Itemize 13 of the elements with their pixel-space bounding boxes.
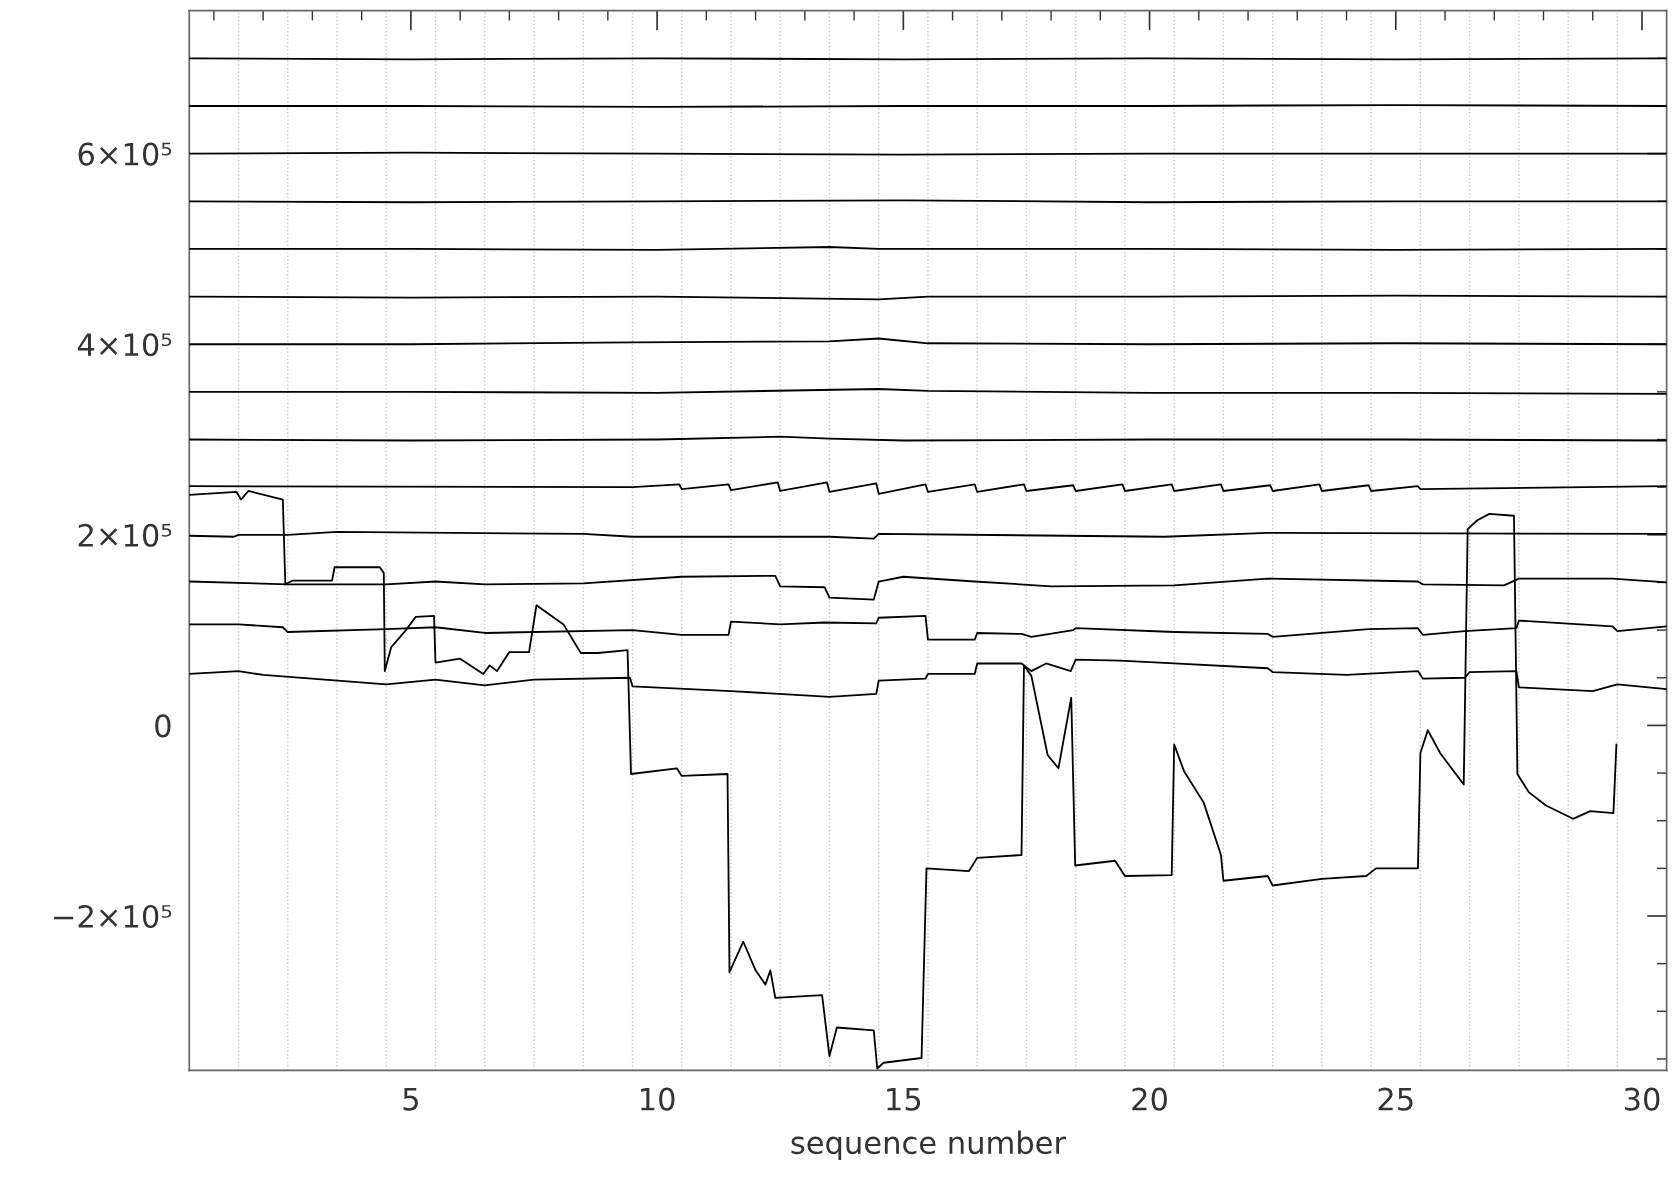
x-tick-label: 20 xyxy=(1132,1087,1167,1111)
line-series xyxy=(189,481,1667,495)
y-tick-label: 2×10⁵ xyxy=(78,523,172,547)
y-tick-label: 4×10⁵ xyxy=(77,333,172,357)
x-tick-label: 15 xyxy=(887,1088,921,1111)
x-axis-title: sequence number xyxy=(791,1130,1067,1161)
y-tick-label: −2×10⁵ xyxy=(54,904,172,929)
x-tick-label: 5 xyxy=(403,1088,418,1111)
x-tick-label: 25 xyxy=(1378,1087,1413,1111)
x-tick-label: 10 xyxy=(641,1087,675,1111)
x-tick-label: 30 xyxy=(1624,1087,1660,1111)
y-tick-label: 6×10⁵ xyxy=(78,142,172,166)
y-tick-label: 0 xyxy=(155,714,171,738)
